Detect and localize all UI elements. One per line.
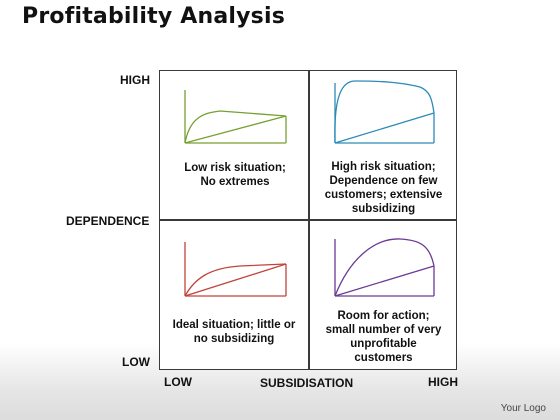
description-line: Dependence on few [329,175,438,187]
description-line: No extremes [200,176,270,188]
bottom-left-description: Ideal situation; little or no subsidizin… [161,318,307,346]
horizontal-divider [159,219,457,221]
description-line: customers [354,352,413,364]
chart-curve [334,80,435,144]
description-line: small number of very [325,324,442,336]
description-line: unprofitable [350,338,417,350]
logo-text: Your Logo [500,403,546,414]
slide-title: Profitability Analysis [22,4,285,29]
chart-curve [334,238,435,297]
top-left-description: Low risk situation; No extremes [165,161,305,189]
chart-curve [184,110,287,144]
bottom-right-description: Room for action; small number of very un… [311,309,456,365]
chart-diagonal-line [184,263,287,297]
chart-diagonal-line [334,112,435,144]
chart-curve [184,263,287,297]
x-axis-low-label: LOW [164,375,192,389]
description-line: customers; extensive [324,189,443,201]
top-right-description: High risk situation; Dependence on few c… [311,160,456,216]
description-line: subsidizing [351,203,416,215]
title-band: Profitability Analysis [0,0,560,38]
y-axis-label: DEPENDENCE [66,214,150,228]
top-right-mini-chart [334,80,435,144]
description-line: High risk situation; [331,161,436,173]
description-line: Low risk situation; [184,162,286,174]
x-axis-label: SUBSIDISATION [260,376,354,390]
chart-diagonal-line [184,115,287,144]
y-axis-low-label: LOW [122,355,150,369]
chart-diagonal-line [334,265,435,297]
y-axis-high-label: HIGH [120,73,150,87]
bottom-left-mini-chart [184,242,287,297]
description-line: Ideal situation; little or [172,319,296,331]
description-line: no subsidizing [193,333,275,345]
description-line: Room for action; [337,310,430,322]
x-axis-high-label: HIGH [428,375,458,389]
top-left-mini-chart [184,90,287,144]
bottom-right-mini-chart [334,238,435,297]
